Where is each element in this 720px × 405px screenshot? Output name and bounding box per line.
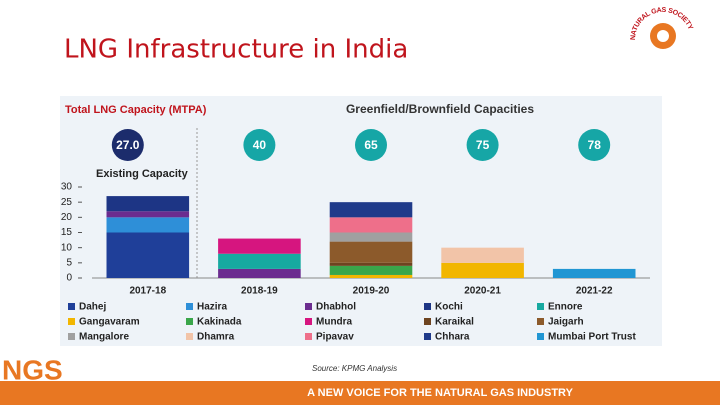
legend-swatch: [305, 333, 312, 340]
legend-swatch: [68, 318, 75, 325]
x-tick-label: 2018-19: [241, 286, 278, 297]
total-label: 78: [588, 138, 602, 152]
bar-segment: [329, 274, 413, 278]
total-badge: [466, 129, 499, 161]
source: Source: KPMG Analysis: [312, 364, 397, 373]
bar-segment: [106, 217, 190, 233]
legend-swatch: [424, 303, 431, 310]
legend-label: Dahej: [79, 302, 106, 313]
legend-label: Mumbai Port Trust: [548, 332, 636, 343]
bar-segment: [441, 247, 524, 263]
bar-segment: [329, 232, 413, 242]
footer-text: A NEW VOICE FOR THE NATURAL GAS INDUSTRY: [307, 387, 574, 399]
total-label: 27.0: [116, 138, 140, 152]
legend-swatch: [68, 333, 75, 340]
y-tick-label: 20: [61, 212, 73, 223]
legend-label: Ennore: [548, 302, 583, 313]
legend-label: Mundra: [316, 317, 353, 328]
annotation: Existing Capacity: [96, 168, 189, 180]
y-tick-label: 0: [66, 273, 72, 284]
legend-swatch: [186, 333, 193, 340]
legend-label: Kochi: [435, 302, 463, 313]
chart-title: Total LNG Capacity (MTPA): [65, 104, 207, 116]
legend-swatch: [305, 303, 312, 310]
bar-segment: [218, 268, 301, 278]
legend-swatch: [186, 318, 193, 325]
legend-swatch: [424, 333, 431, 340]
legend-label: Mangalore: [79, 332, 129, 343]
x-tick-label: 2019-20: [353, 286, 390, 297]
legend-swatch: [424, 318, 431, 325]
bar-segment: [106, 232, 190, 278]
bar-segment: [329, 241, 413, 263]
legend-label: Kakinada: [197, 317, 242, 328]
chart-subtitle: Greenfield/Brownfield Capacities: [346, 102, 534, 116]
y-tick-label: 15: [61, 227, 73, 238]
legend-swatch: [537, 318, 544, 325]
y-tick-label: 25: [61, 197, 73, 208]
legend-swatch: [305, 318, 312, 325]
legend-label: Pipavav: [316, 332, 354, 343]
bar-segment: [329, 262, 413, 266]
legend-swatch: [186, 303, 193, 310]
legend-label: Dhamra: [197, 332, 235, 343]
y-tick-label: 5: [66, 257, 72, 268]
legend-swatch: [68, 303, 75, 310]
bar-segment: [329, 217, 413, 233]
logo-core: [657, 30, 669, 42]
total-badge: [243, 129, 276, 161]
y-tick-label: 10: [61, 242, 73, 253]
x-tick-label: 2017-18: [129, 286, 166, 297]
bar-segment: [441, 262, 524, 278]
bar-segment: [106, 196, 190, 212]
bar-segment: [218, 253, 301, 269]
legend-label: Dhabhol: [316, 302, 356, 313]
total-badge: [578, 129, 611, 161]
x-tick-label: 2020-21: [464, 286, 501, 297]
bar-segment: [329, 202, 413, 218]
bar-segment: [218, 238, 301, 254]
footer-bar: [0, 381, 720, 405]
legend-swatch: [537, 303, 544, 310]
bar-segment: [106, 211, 190, 218]
legend-label: Gangavaram: [79, 317, 140, 328]
slide-title: LNG Infrastructure in India: [64, 35, 408, 65]
total-badge: [355, 129, 387, 161]
legend-label: Chhara: [435, 332, 470, 343]
brand: NGS: [2, 354, 63, 385]
total-label: 65: [364, 138, 378, 152]
total-label: 75: [476, 138, 490, 152]
bar-segment: [552, 268, 636, 278]
total-badge: [111, 129, 144, 161]
total-label: 40: [253, 138, 267, 152]
x-tick-label: 2021-22: [576, 286, 613, 297]
legend-swatch: [537, 333, 544, 340]
legend-label: Hazira: [197, 302, 227, 313]
legend-label: Jaigarh: [548, 317, 584, 328]
legend-label: Karaikal: [435, 317, 474, 328]
bar-segment: [329, 265, 413, 275]
y-tick-label: 30: [61, 182, 73, 193]
